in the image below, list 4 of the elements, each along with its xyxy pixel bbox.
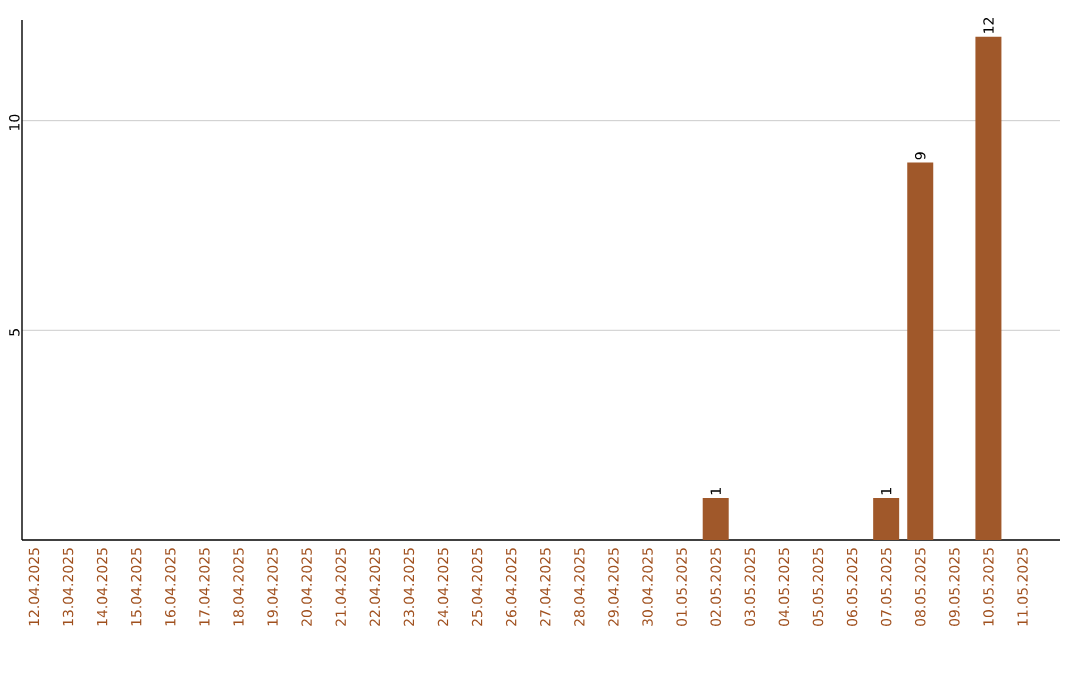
bar [975,36,1002,540]
bar [907,162,934,540]
bar [873,498,900,540]
bar [702,498,729,540]
